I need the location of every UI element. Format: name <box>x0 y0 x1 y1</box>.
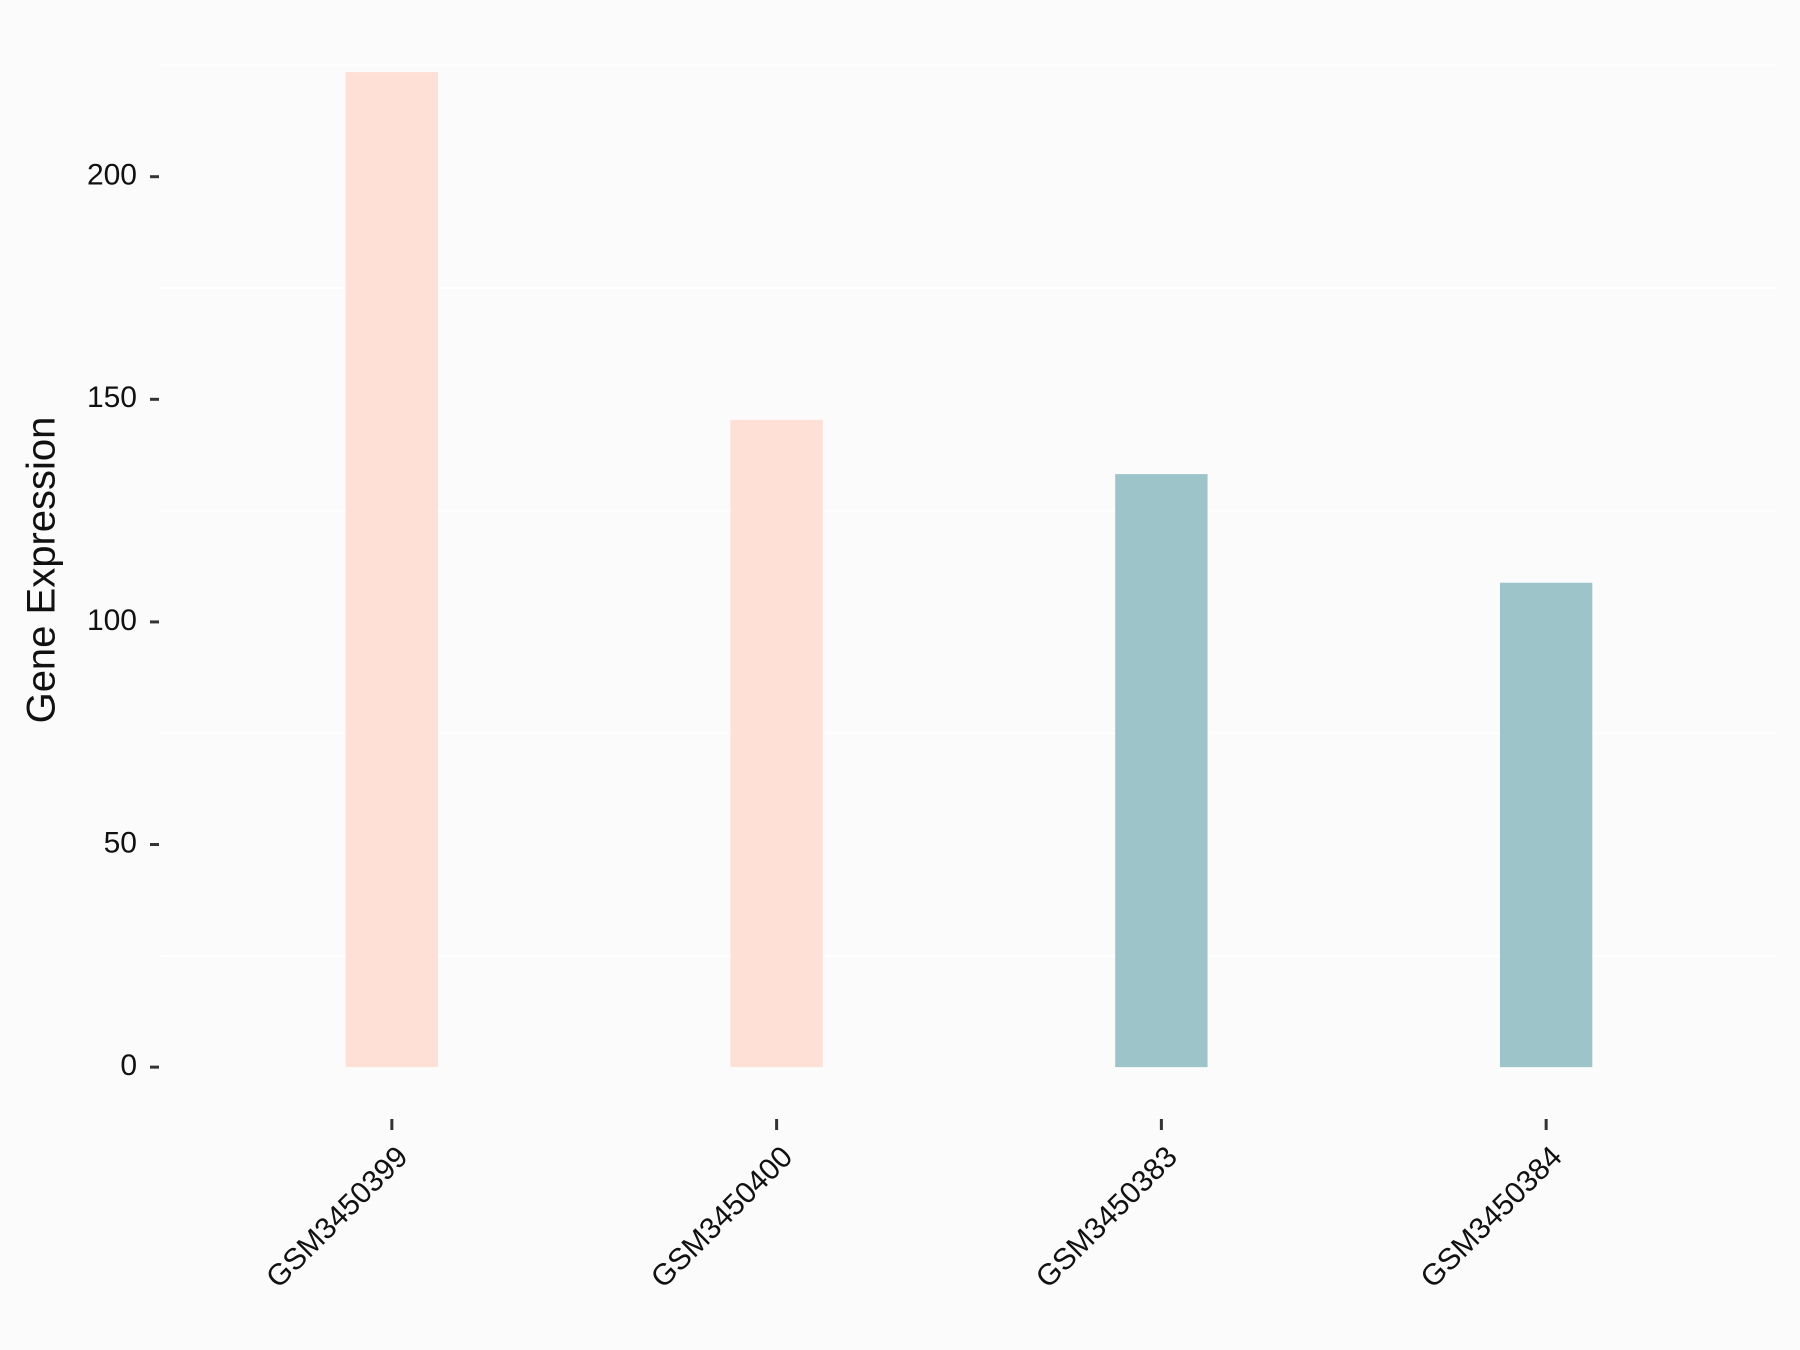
bar <box>345 72 439 1068</box>
y-tick-label: 150 <box>87 381 137 414</box>
y-tick-label: 50 <box>104 826 137 859</box>
y-tick-label: 0 <box>120 1049 137 1082</box>
bar <box>1115 474 1208 1068</box>
y-tick-label: 100 <box>87 604 137 637</box>
bar <box>730 419 823 1068</box>
y-axis-title: Gene Expression <box>20 417 64 724</box>
bar <box>1499 582 1593 1068</box>
y-tick-label: 200 <box>87 159 137 192</box>
